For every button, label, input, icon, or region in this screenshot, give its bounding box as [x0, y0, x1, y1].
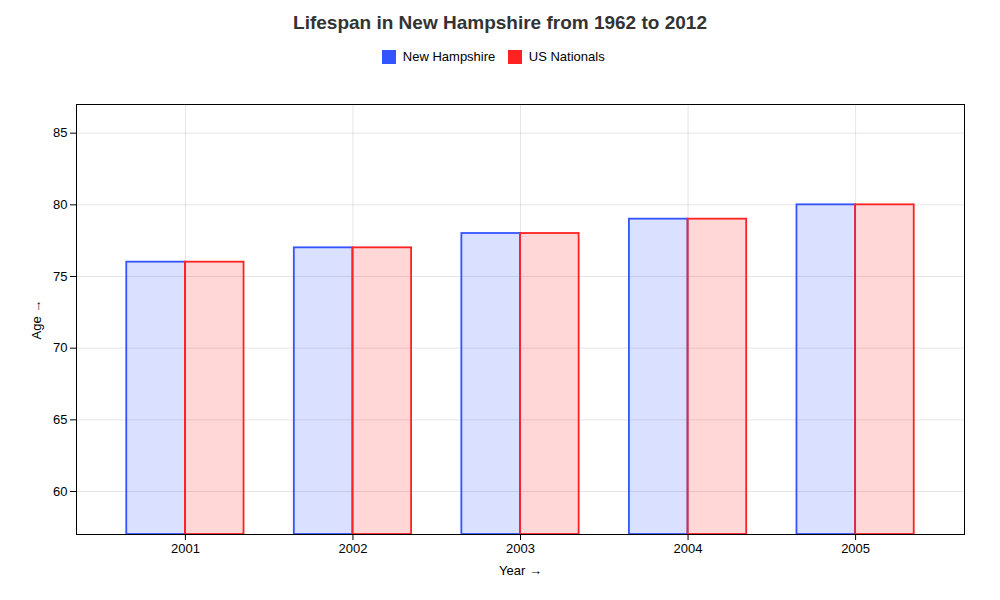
svg-text:85: 85: [53, 125, 67, 140]
svg-text:75: 75: [53, 268, 67, 283]
html-text:Lifespan in New Hampshire from: Lifespan in New Hampshire from 1962 to 2…: [293, 12, 707, 33]
svg-text:2001: 2001: [171, 540, 200, 555]
svg-text:Year →: Year →: [499, 562, 542, 577]
svg-text:Age →: Age →: [29, 299, 44, 339]
svg-text:2005: 2005: [841, 540, 870, 555]
svg-text:80: 80: [53, 196, 67, 211]
svg-text:70: 70: [53, 340, 67, 355]
svg-text:2002: 2002: [338, 540, 367, 555]
svg-text:65: 65: [53, 411, 67, 426]
html-text:New Hampshire: New Hampshire: [402, 49, 496, 64]
svg-text:2003: 2003: [506, 540, 535, 555]
svg-text:2004: 2004: [674, 540, 703, 555]
html-text:US Nationals: US Nationals: [528, 49, 605, 64]
svg-text:60: 60: [53, 483, 67, 498]
